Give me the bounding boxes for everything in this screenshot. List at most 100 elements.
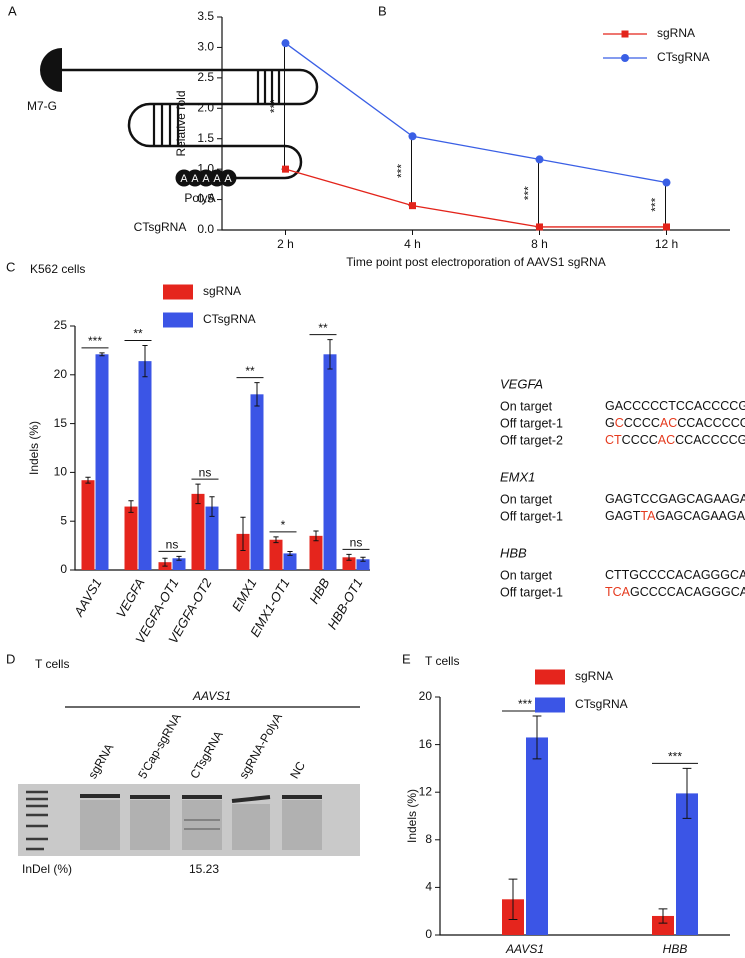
significance-label: ** [133, 327, 143, 341]
y-tick-label: 2.0 [197, 100, 214, 114]
sequence-segment: GAGTCCGAGCAGAAGAAGAA [605, 492, 745, 506]
marker [409, 202, 416, 210]
error-bar [85, 476, 91, 484]
legend-label: sgRNA [575, 669, 613, 683]
significance-label: *** [88, 334, 102, 348]
error-bar [254, 382, 260, 407]
panel-label: D [6, 651, 15, 666]
bar [652, 915, 674, 935]
sequence: CTCCCCACCCACCCCGCCTCAGG [605, 433, 745, 447]
panel-label: A [8, 3, 17, 18]
error-bar [360, 556, 366, 562]
cap [40, 48, 62, 92]
y-tick-label: 15 [54, 416, 68, 430]
row-label: Off target-1 [500, 509, 563, 523]
polya-base: A [180, 173, 188, 185]
row-label: On target [500, 568, 553, 582]
stem-pairs [152, 70, 281, 146]
significance-label: *** [522, 186, 536, 200]
bar [676, 793, 698, 935]
legend-label: CTsgRNA [575, 697, 628, 711]
panel-label: B [378, 3, 387, 18]
gel-gene: AAVS1 [192, 689, 231, 703]
error-bar [162, 557, 168, 567]
row-label: Off target-1 [500, 416, 563, 430]
x-tick-label: 8 h [531, 237, 548, 251]
sequence: TCAGCCCCACAGGGCAGTAAGGG [605, 585, 745, 599]
indel-value: 15.23 [189, 862, 219, 876]
significance-label: ** [318, 321, 328, 335]
significance-label: *** [518, 697, 532, 711]
y-axis-label: Relative fold [174, 90, 188, 156]
sequence-segment: AC [660, 416, 677, 430]
y-axis-label: Indels (%) [27, 421, 41, 475]
marker [535, 155, 544, 164]
polya-base: A [191, 173, 199, 185]
significance-label: *** [395, 164, 409, 178]
significance-label: *** [649, 197, 663, 211]
legend-label: CTsgRNA [203, 312, 256, 326]
sequence-segment: AC [658, 433, 675, 447]
legend-marker [621, 30, 629, 38]
bar [342, 557, 356, 570]
y-tick-label: 2.5 [197, 70, 214, 84]
bar [309, 535, 323, 570]
x-tick-label: AAVS1 [505, 942, 544, 956]
significance-line [281, 42, 288, 170]
y-tick-label: 16 [419, 737, 433, 751]
sequence: CTTGCCCCACAGGGCAGTAACGG [605, 568, 745, 582]
y-tick-label: 0.5 [197, 192, 214, 206]
sequence-segment: TCA [605, 585, 631, 599]
series-line [285, 168, 667, 228]
error-bar [508, 878, 518, 921]
legend-marker [621, 54, 629, 62]
y-tick-label: 5 [60, 513, 67, 527]
x-tick-label: EMX1 [229, 576, 260, 614]
bar [269, 539, 283, 570]
row-label: On target [500, 399, 553, 413]
bar [236, 533, 250, 570]
y-tick-label: 4 [425, 880, 432, 894]
bar [205, 506, 219, 570]
row-label: Off target-2 [500, 433, 563, 447]
sequence-segment: CCCC [624, 416, 660, 430]
marker [281, 39, 290, 48]
sequence-segment: C [615, 416, 624, 430]
y-axis-label: Indels (%) [405, 789, 419, 843]
indel-label: InDel (%) [22, 862, 72, 876]
gene-name: EMX1 [500, 469, 535, 484]
sequence-segment: CCCC [622, 433, 658, 447]
bar [356, 559, 370, 570]
sequence: GAGTCCGAGCAGAAGAAGAAGGG [605, 492, 745, 506]
significance-label: *** [268, 99, 282, 113]
sequence-segment: CCACCCCGCCTC [677, 416, 745, 430]
polya-bead [219, 169, 237, 187]
y-tick-label: 3.0 [197, 40, 214, 54]
sequence-segment: CT [605, 433, 622, 447]
row-label: Off target-1 [500, 585, 563, 599]
sequence: GACCCCCTCCACCCCGCCTCCGG [605, 399, 745, 413]
sequence-segment: G [605, 416, 615, 430]
x-tick-label: 12 h [655, 237, 678, 251]
y-tick-label: 1.5 [197, 131, 214, 145]
x-tick-label: AAVS1 [70, 576, 104, 620]
significance-label: ns [199, 465, 212, 479]
sequence-segment: GAGT [605, 509, 641, 523]
legend-swatch [535, 669, 565, 685]
error-bar [346, 553, 352, 561]
error-bar [142, 345, 148, 378]
legend-swatch [535, 697, 565, 713]
sequence-segment: CCACCCCGCCTC [675, 433, 745, 447]
error-bar [195, 483, 201, 505]
x-axis-label: Time point post electroporation of AAVS1… [346, 255, 605, 269]
marker [536, 223, 543, 231]
y-tick-label: 10 [54, 465, 68, 479]
bar [323, 354, 337, 570]
y-tick-label: 0.0 [197, 222, 214, 236]
bar [138, 361, 152, 570]
error-bar [240, 516, 246, 551]
error-bar [209, 496, 215, 517]
panel-label: C [6, 259, 15, 274]
error-bar [99, 352, 105, 357]
polya-label: PolyA [184, 191, 215, 205]
